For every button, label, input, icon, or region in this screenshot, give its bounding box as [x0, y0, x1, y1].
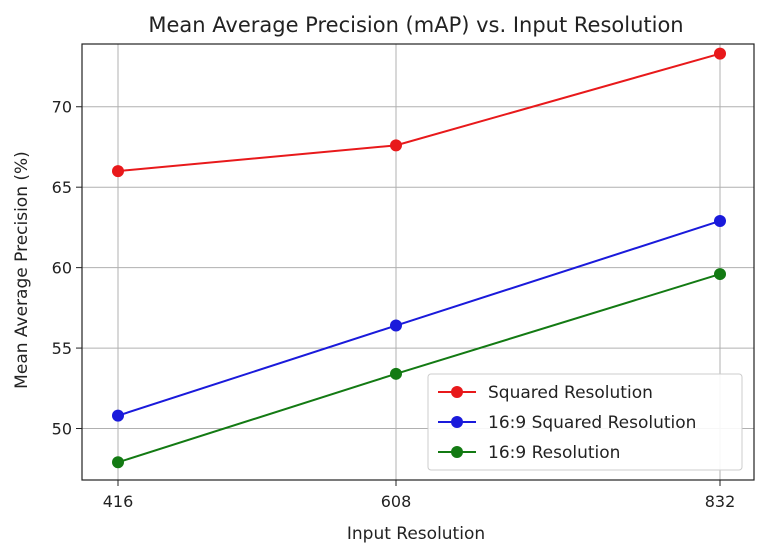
x-tick-label: 416: [103, 492, 134, 511]
plot-frame: [81, 43, 755, 481]
legend-label: 16:9 Squared Resolution: [488, 413, 696, 433]
x-axis-ticks: 416 608 832: [103, 480, 736, 511]
y-tick-label: 55: [52, 339, 72, 358]
legend-marker: [451, 386, 463, 398]
data-point: [714, 214, 726, 227]
series-1: [112, 47, 726, 178]
y-tick-label: 65: [52, 178, 72, 197]
legend-box: [427, 373, 743, 471]
legend-marker: [451, 446, 463, 458]
chart-title: Mean Average Precision (mAP) vs. Input R…: [148, 13, 683, 37]
y-tick-label: 60: [52, 259, 72, 278]
data-point: [112, 165, 124, 178]
y-axis-label: Mean Average Precision (%): [12, 151, 32, 389]
legend: Squared Resolution 16:9 Squared Resolutio…: [427, 373, 743, 471]
legend-marker: [451, 416, 463, 428]
series-2: [112, 214, 726, 422]
series-layer: [112, 47, 726, 469]
x-tick-label: 608: [381, 492, 412, 511]
legend-item: 16:9 Squared Resolution: [438, 413, 696, 433]
data-point: [714, 268, 726, 281]
data-point: [112, 409, 124, 422]
data-point: [390, 139, 402, 152]
data-point: [714, 47, 726, 60]
legend-label: 16:9 Resolution: [488, 443, 620, 463]
x-tick-label: 832: [705, 492, 736, 511]
data-point: [390, 367, 402, 380]
data-point: [390, 319, 402, 332]
x-axis-label: Input Resolution: [347, 524, 485, 544]
y-tick-label: 50: [52, 420, 72, 439]
legend-item: Squared Resolution: [438, 383, 653, 403]
series-3: [112, 268, 726, 469]
y-axis-ticks: 50 55 60 65 70: [52, 98, 82, 439]
legend-label: Squared Resolution: [488, 383, 653, 403]
y-tick-label: 70: [52, 98, 72, 117]
data-point: [112, 456, 124, 469]
grid-lines: [82, 44, 754, 480]
legend-item: 16:9 Resolution: [438, 443, 620, 463]
